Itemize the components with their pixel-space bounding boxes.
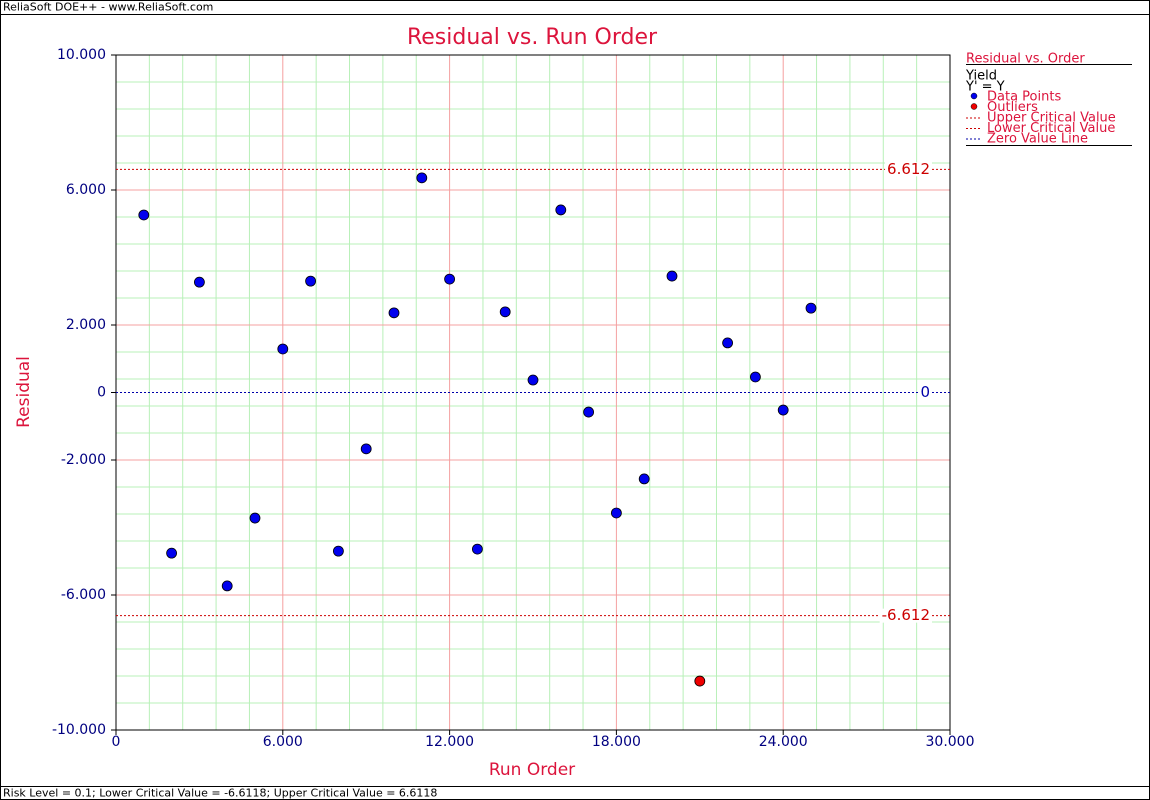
data-point bbox=[805, 302, 817, 314]
data-point bbox=[638, 473, 650, 485]
data-point bbox=[221, 580, 233, 592]
data-point bbox=[611, 507, 622, 519]
legend-label: Outliers bbox=[987, 100, 1038, 115]
data-point bbox=[416, 172, 428, 184]
label-bg bbox=[918, 385, 932, 400]
data-point bbox=[777, 404, 789, 416]
reference-label: 0 bbox=[920, 383, 930, 401]
y-tick-label: 6.000 bbox=[66, 182, 106, 198]
footer-text: Risk Level = 0.1; Lower Critical Value =… bbox=[3, 787, 437, 800]
legend-title: Residual vs. Order bbox=[966, 52, 1085, 67]
x-tick-label: 12.000 bbox=[425, 734, 474, 750]
legend-marker bbox=[970, 103, 978, 110]
data-point bbox=[166, 547, 178, 559]
data-point bbox=[750, 371, 761, 383]
data-point bbox=[332, 545, 344, 557]
legend-label: Zero Value Line bbox=[987, 132, 1088, 147]
y-axis-label: Residual bbox=[14, 356, 34, 428]
data-point bbox=[305, 275, 317, 287]
x-tick-label: 0 bbox=[112, 734, 121, 750]
data-point bbox=[444, 273, 456, 285]
data-point bbox=[277, 343, 289, 355]
data-point bbox=[666, 270, 678, 282]
legend-text: Y' = Y bbox=[965, 80, 1005, 95]
x-tick-label: 6.000 bbox=[263, 734, 303, 750]
reference-label: 6.612 bbox=[887, 160, 930, 178]
y-tick-label: -2.000 bbox=[61, 452, 106, 468]
y-tick-label: -6.000 bbox=[61, 587, 106, 603]
chart-title: Residual vs. Run Order bbox=[407, 25, 658, 50]
y-tick-label: 2.000 bbox=[66, 317, 106, 333]
legend-label: Lower Critical Value bbox=[987, 121, 1115, 136]
reference-label: -6.612 bbox=[882, 606, 930, 624]
data-point bbox=[694, 675, 706, 687]
label-bg bbox=[885, 162, 932, 177]
data-point bbox=[583, 406, 594, 418]
legend-label: Upper Critical Value bbox=[987, 111, 1116, 126]
data-point bbox=[193, 276, 205, 288]
data-point bbox=[555, 204, 567, 216]
header-text: ReliaSoft DOE++ - www.ReliaSoft.com bbox=[3, 1, 213, 14]
x-tick-label: 18.000 bbox=[592, 734, 641, 750]
x-tick-label: 30.000 bbox=[926, 734, 975, 750]
data-point bbox=[527, 374, 539, 386]
data-point bbox=[471, 543, 483, 555]
data-point bbox=[388, 307, 400, 319]
label-bg bbox=[879, 608, 932, 623]
data-point bbox=[722, 337, 733, 349]
y-tick-label: 10.000 bbox=[57, 47, 106, 63]
y-tick-label: 0 bbox=[97, 385, 106, 401]
legend-text: Yield bbox=[965, 69, 997, 84]
x-tick-label: 24.000 bbox=[759, 734, 808, 750]
x-axis-label: Run Order bbox=[489, 760, 575, 780]
data-point bbox=[249, 512, 261, 524]
legend-marker bbox=[970, 92, 978, 100]
y-tick-label: -10.000 bbox=[52, 722, 106, 738]
legend-label: Data Points bbox=[987, 90, 1061, 105]
data-point bbox=[360, 443, 372, 455]
data-point bbox=[499, 306, 511, 318]
data-point bbox=[138, 209, 150, 221]
